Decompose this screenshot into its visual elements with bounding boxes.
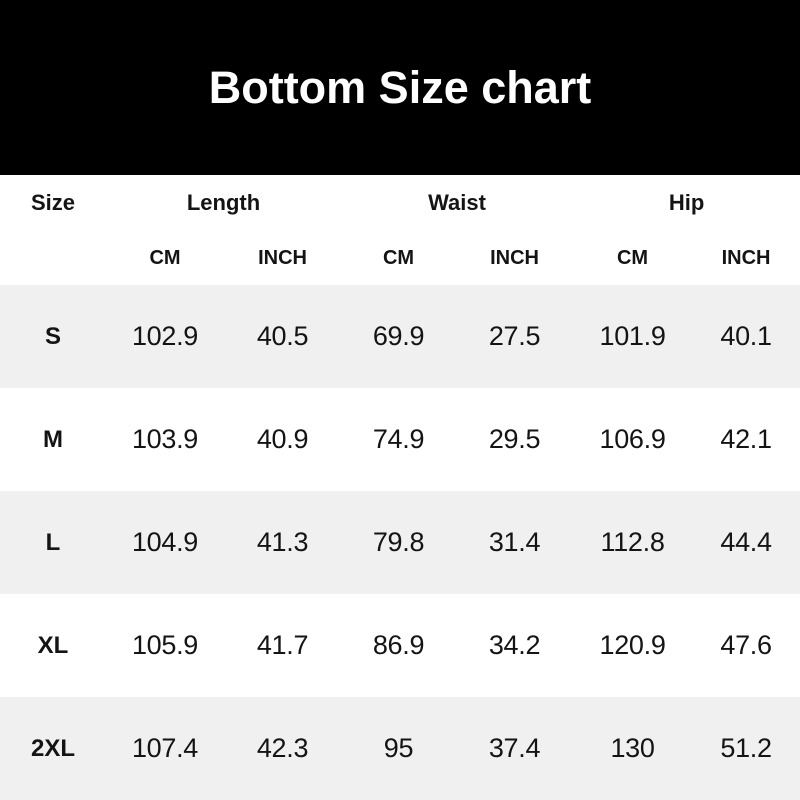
value-cell: 86.9 (372, 630, 425, 660)
value-cell: 112.8 (600, 527, 665, 557)
table-row-2xl: 2XL 107.4 42.3 95 37.4 130 51.2 (0, 697, 800, 800)
value-cell: 42.1 (720, 424, 772, 454)
size-label: 2XL (30, 734, 75, 762)
value-cell: 27.5 (488, 321, 541, 351)
value-cell: 31.4 (488, 527, 541, 557)
size-label: S (44, 322, 61, 350)
table-row-xl: XL 105.9 41.7 86.9 34.2 120.9 47.6 (0, 594, 800, 697)
unit-header-waist-cm: CM (341, 231, 457, 285)
value-cell: 47.6 (720, 630, 772, 660)
value-cell: 102.9 (131, 321, 199, 351)
value-cell: 105.9 (131, 630, 199, 660)
unit-header-hip-inch: INCH (692, 231, 800, 285)
value-cell: 51.2 (720, 733, 772, 763)
table-row-l: L 104.9 41.3 79.8 31.4 112.8 44.4 (0, 491, 800, 594)
value-cell: 44.4 (720, 527, 772, 557)
value-cell: 79.8 (372, 527, 425, 557)
value-cell: 40.9 (256, 424, 309, 454)
unit-header-hip-cm: CM (573, 231, 693, 285)
value-cell: 130 (610, 733, 655, 763)
column-header-hip: Hip (573, 175, 800, 231)
table-row-m: M 103.9 40.9 74.9 29.5 106.9 42.1 (0, 388, 800, 491)
column-header-length: Length (106, 175, 342, 231)
unit-header-length-cm: CM (106, 231, 224, 285)
value-cell: 41.7 (256, 630, 309, 660)
unit-header-waist-inch: INCH (456, 231, 574, 285)
size-label: XL (37, 631, 69, 659)
value-cell: 101.9 (599, 321, 666, 351)
value-cell: 120.9 (599, 630, 666, 660)
value-cell: 103.9 (131, 424, 199, 454)
title-banner: Bottom Size chart (0, 0, 800, 175)
unit-header-empty (0, 231, 106, 285)
size-table: Size Length Waist Hip CM INCH CM INCH CM… (0, 175, 800, 800)
value-cell: 40.1 (720, 321, 772, 351)
size-label: M (43, 425, 63, 453)
page-title: Bottom Size chart (208, 62, 592, 113)
table-group-header-row: Size Length Waist Hip (0, 175, 800, 231)
table-body: S 102.9 40.5 69.9 27.5 101.9 40.1 M 103.… (0, 285, 800, 800)
table-header: Size Length Waist Hip CM INCH CM INCH CM… (0, 175, 800, 285)
value-cell: 41.3 (256, 527, 309, 557)
table-row-s: S 102.9 40.5 69.9 27.5 101.9 40.1 (0, 285, 800, 388)
value-cell: 104.9 (131, 527, 199, 557)
value-cell: 107.4 (131, 733, 199, 763)
value-cell: 106.9 (599, 424, 666, 454)
value-cell: 74.9 (372, 424, 425, 454)
value-cell: 69.9 (372, 321, 425, 351)
column-header-waist: Waist (341, 175, 574, 231)
table-unit-header-row: CM INCH CM INCH CM INCH (0, 231, 800, 285)
value-cell: 40.5 (256, 321, 309, 351)
column-header-size: Size (0, 175, 106, 231)
value-cell: 29.5 (488, 424, 541, 454)
value-cell: 37.4 (488, 733, 541, 763)
unit-header-length-inch: INCH (224, 231, 342, 285)
value-cell: 34.2 (488, 630, 541, 660)
value-cell: 95 (383, 733, 414, 763)
value-cell: 42.3 (256, 733, 309, 763)
size-label: L (45, 528, 61, 556)
